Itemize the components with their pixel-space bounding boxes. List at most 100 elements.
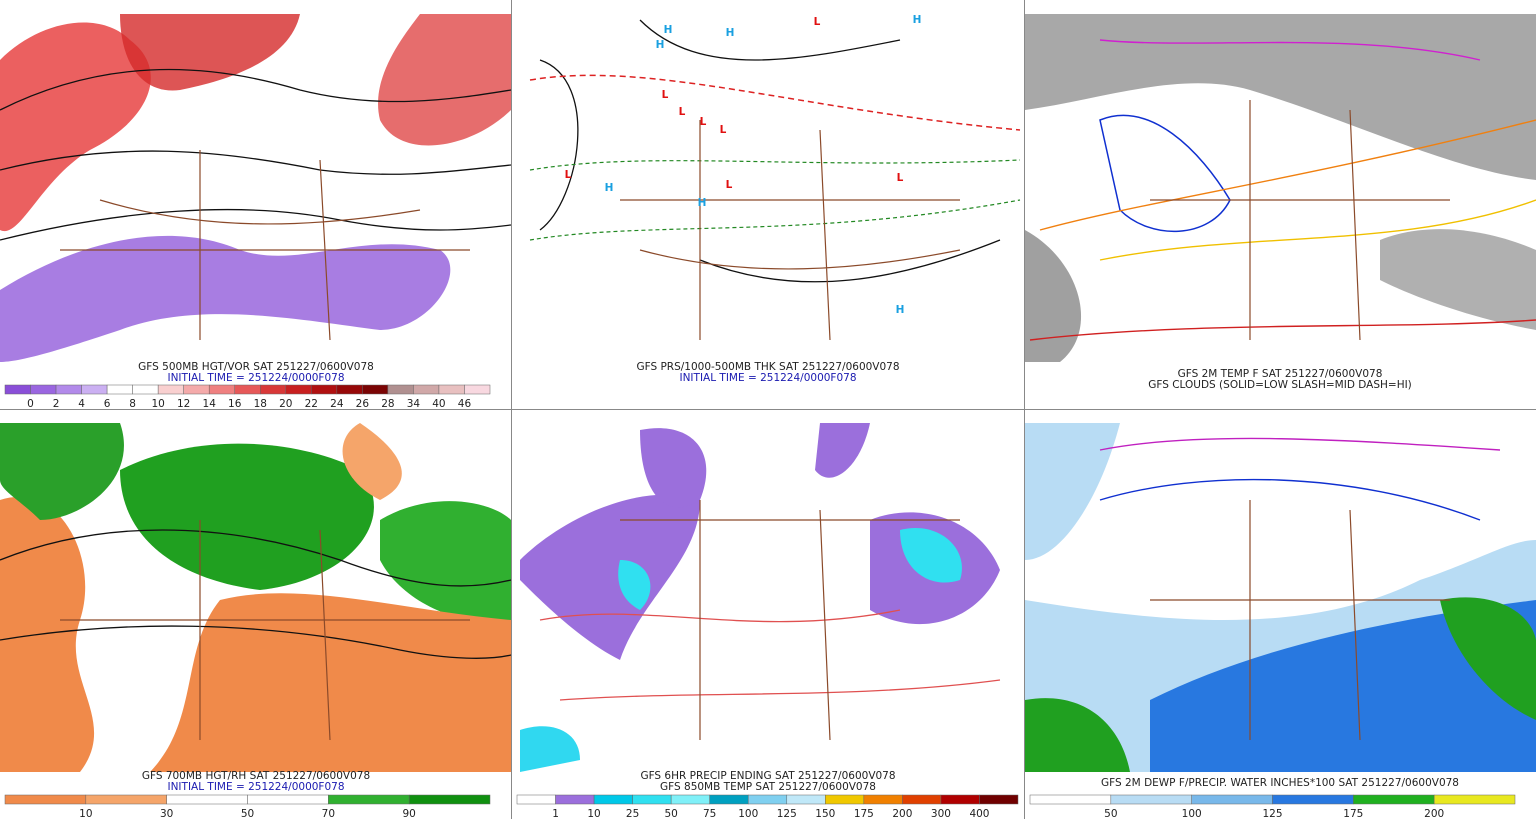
colorbar-swatch <box>940 794 980 805</box>
colorbar-label: 28 <box>381 398 394 410</box>
colorbar-swatch <box>632 794 672 805</box>
pressure-center: H <box>664 24 673 36</box>
colorbar-swatch <box>516 794 556 805</box>
colorbar-label: 26 <box>356 398 370 410</box>
caption: INITIAL TIME = 251224/0000F078 <box>679 372 856 384</box>
caption: GFS 850MB TEMP SAT 251227/0600V078 <box>660 781 876 793</box>
colorbar-swatch <box>166 794 248 805</box>
map-humidity <box>0 423 512 772</box>
colorbar-label: 70 <box>322 808 335 819</box>
colorbar-swatch <box>709 794 749 805</box>
colorbar-swatch <box>1110 794 1192 805</box>
colorbar-label: 24 <box>330 398 344 410</box>
colorbar-label: 300 <box>931 808 951 819</box>
colorbar-label: 25 <box>626 808 639 819</box>
colorbar-swatch <box>979 794 1019 805</box>
pressure-center: L <box>700 116 707 128</box>
caption: INITIAL TIME = 251224/0000F078 <box>167 781 344 793</box>
colorbar-swatch <box>234 384 261 395</box>
colorbar-swatch <box>464 384 491 395</box>
pressure-center: H <box>698 197 707 209</box>
colorbar-swatch <box>30 384 57 395</box>
colorbar-swatch <box>413 384 440 395</box>
pressure-center: L <box>679 106 686 118</box>
caption: GFS 2M DEWP F/PRECIP. WATER INCHES*100 S… <box>1101 777 1459 789</box>
colorbar-swatch <box>208 384 235 395</box>
colorbar-label: 22 <box>305 398 318 410</box>
colorbar-label: 100 <box>738 808 758 819</box>
colorbar-label: 8 <box>129 398 136 410</box>
colorbar-swatch <box>4 794 87 805</box>
caption: GFS PRS/1000-500MB THK SAT 251227/0600V0… <box>636 361 899 373</box>
colorbar-swatch <box>902 794 942 805</box>
colorbar-swatch <box>183 384 210 395</box>
colorbar-swatch <box>593 794 633 805</box>
colorbar-label: 125 <box>1262 808 1282 819</box>
colorbar-swatch <box>328 794 410 805</box>
colorbar-swatch <box>362 384 389 395</box>
pressure-center: H <box>656 39 665 51</box>
colorbar-label: 30 <box>160 808 173 819</box>
colorbar-swatch <box>670 794 710 805</box>
map-temperature <box>1025 14 1536 362</box>
pressure-center: L <box>814 16 821 28</box>
colorbar-swatch <box>85 794 167 805</box>
colorbar-label: 14 <box>203 398 217 410</box>
pressure-center: H <box>605 182 614 194</box>
colorbar-label: 20 <box>279 398 292 410</box>
colorbar-label: 50 <box>1104 808 1117 819</box>
colorbar-swatch <box>132 384 159 395</box>
colorbar-label: 18 <box>254 398 267 410</box>
colorbar-label: 12 <box>177 398 190 410</box>
colorbar-label: 1 <box>552 808 559 819</box>
colorbar-label: 150 <box>815 808 835 819</box>
colorbar-swatch <box>438 384 465 395</box>
pressure-center: L <box>662 89 669 101</box>
colorbar-swatch <box>260 384 287 395</box>
colorbar-label: 50 <box>664 808 677 819</box>
pressure-center: H <box>913 14 922 26</box>
colorbar-swatch <box>81 384 108 395</box>
map-vorticity <box>0 14 512 362</box>
colorbar-swatch <box>4 384 31 395</box>
colorbar-label: 4 <box>78 398 85 410</box>
colorbar-swatch <box>106 384 133 395</box>
caption: GFS 500MB HGT/VOR SAT 251227/0600V078 <box>138 361 374 373</box>
caption: GFS CLOUDS (SOLID=LOW SLASH=MID DASH=HI) <box>1148 379 1412 391</box>
colorbar-label: 10 <box>79 808 92 819</box>
colorbar-label: 2 <box>53 398 60 410</box>
colorbar-label: 10 <box>587 808 600 819</box>
colorbar-swatch <box>747 794 788 805</box>
colorbar-swatch <box>157 384 184 395</box>
colorbar-label: 34 <box>407 398 421 410</box>
colorbar-swatch <box>247 794 329 805</box>
colorbar-label: 6 <box>104 398 111 410</box>
colorbar-swatch <box>1433 794 1516 805</box>
colorbar-label: 0 <box>27 398 34 410</box>
caption: GFS 2M TEMP F SAT 251227/0600V078 <box>1178 368 1383 380</box>
colorbar-swatch <box>311 384 338 395</box>
colorbar-swatch <box>555 794 595 805</box>
map-precip <box>512 423 1023 772</box>
caption: GFS 6HR PRECIP ENDING SAT 251227/0600V07… <box>640 770 895 782</box>
pressure-center: L <box>897 172 904 184</box>
colorbar-swatch <box>786 794 826 805</box>
colorbar-swatch <box>863 794 903 805</box>
colorbar-swatch <box>55 384 82 395</box>
colorbar-swatch <box>387 384 414 395</box>
colorbar-swatch <box>1029 794 1112 805</box>
pressure-center: H <box>896 304 905 316</box>
colorbar-label: 16 <box>228 398 242 410</box>
colorbar-label: 40 <box>432 398 445 410</box>
colorbar-label: 400 <box>969 808 989 819</box>
pressure-center: L <box>726 179 733 191</box>
colorbar-label: 175 <box>1343 808 1363 819</box>
pressure-center: L <box>565 169 572 181</box>
pressure-center: H <box>726 27 735 39</box>
colorbar-swatch <box>408 794 491 805</box>
colorbar-label: 46 <box>458 398 472 410</box>
colorbar-label: 200 <box>1424 808 1444 819</box>
colorbar-label: 10 <box>151 398 164 410</box>
map-dewpoint <box>1025 423 1536 772</box>
